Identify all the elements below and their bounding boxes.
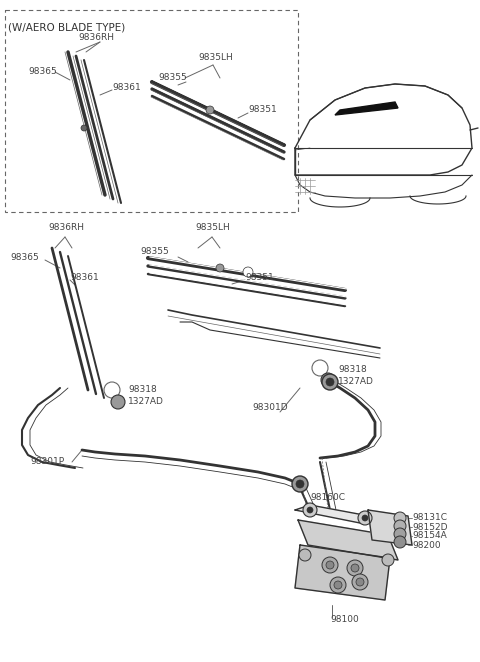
Circle shape <box>81 125 87 131</box>
Circle shape <box>111 395 125 409</box>
Circle shape <box>326 378 334 386</box>
Circle shape <box>382 554 394 566</box>
Circle shape <box>303 503 317 517</box>
Text: 98301D: 98301D <box>252 404 288 412</box>
Text: 98200: 98200 <box>412 540 441 549</box>
Circle shape <box>347 560 363 576</box>
Polygon shape <box>298 520 398 560</box>
Text: 98361: 98361 <box>112 83 141 93</box>
Circle shape <box>394 520 406 532</box>
Polygon shape <box>368 510 412 545</box>
Text: 98160C: 98160C <box>310 493 345 502</box>
Circle shape <box>330 577 346 593</box>
Circle shape <box>299 549 311 561</box>
Circle shape <box>322 374 338 390</box>
Circle shape <box>216 264 224 272</box>
Circle shape <box>334 581 342 589</box>
Circle shape <box>296 480 304 488</box>
Text: 1327AD: 1327AD <box>338 377 374 387</box>
Circle shape <box>356 578 364 586</box>
Text: 98351: 98351 <box>245 273 274 283</box>
Polygon shape <box>295 545 390 600</box>
Text: 9835LH: 9835LH <box>198 54 233 62</box>
Circle shape <box>394 528 406 540</box>
Text: 98365: 98365 <box>10 254 39 263</box>
Polygon shape <box>295 505 380 524</box>
Circle shape <box>321 373 335 387</box>
Text: 98351: 98351 <box>248 105 277 115</box>
Text: 1327AD: 1327AD <box>128 397 164 406</box>
Circle shape <box>312 360 328 376</box>
Circle shape <box>292 476 308 492</box>
Text: 98152D: 98152D <box>412 522 447 532</box>
Text: 9836RH: 9836RH <box>48 224 84 232</box>
Circle shape <box>322 557 338 573</box>
Circle shape <box>206 106 214 114</box>
Text: 98361: 98361 <box>70 273 99 283</box>
Circle shape <box>352 574 368 590</box>
Circle shape <box>326 561 334 569</box>
Circle shape <box>394 536 406 548</box>
Circle shape <box>358 511 372 525</box>
Polygon shape <box>335 102 398 115</box>
Circle shape <box>104 382 120 398</box>
Circle shape <box>394 512 406 524</box>
Text: 98301P: 98301P <box>30 457 64 467</box>
Text: 98318: 98318 <box>338 365 367 375</box>
Circle shape <box>243 267 253 277</box>
Text: 98355: 98355 <box>140 248 169 256</box>
Text: 9836RH: 9836RH <box>78 34 114 42</box>
Text: (W/AERO BLADE TYPE): (W/AERO BLADE TYPE) <box>8 22 125 32</box>
Circle shape <box>362 515 368 521</box>
Text: 98131C: 98131C <box>412 514 447 522</box>
Circle shape <box>307 507 313 513</box>
Circle shape <box>351 564 359 572</box>
Text: 9835LH: 9835LH <box>195 224 230 232</box>
Text: 98365: 98365 <box>28 68 57 77</box>
Text: 98355: 98355 <box>158 73 187 83</box>
Text: 98100: 98100 <box>330 616 359 624</box>
Text: 98154A: 98154A <box>412 532 447 540</box>
Text: 98318: 98318 <box>128 385 157 395</box>
